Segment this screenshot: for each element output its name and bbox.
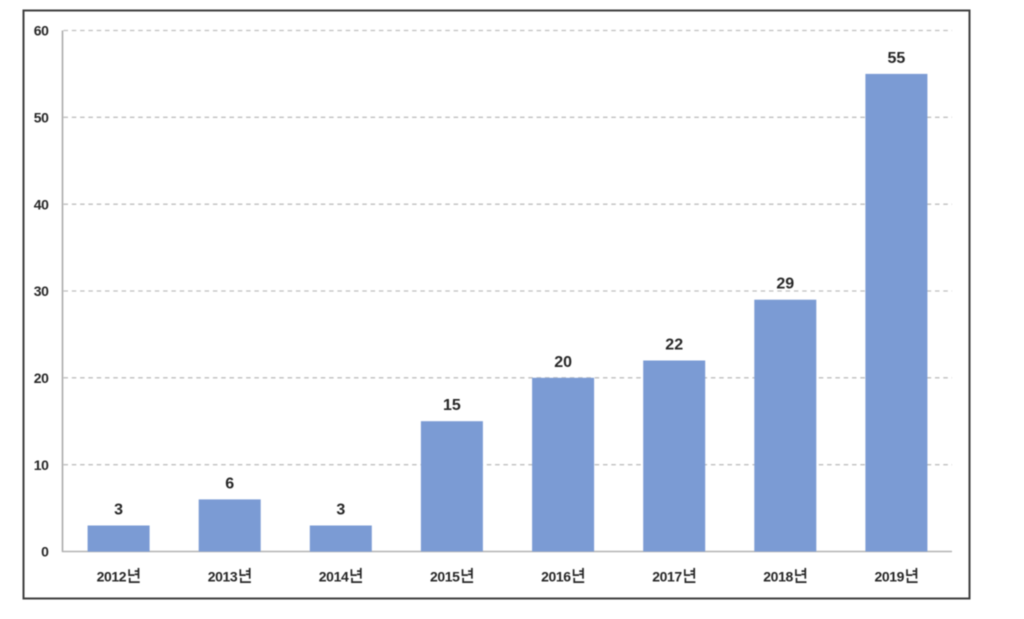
svg-text:2018: 2018 [763,569,793,585]
svg-text:15: 15 [443,397,461,414]
svg-text:3: 3 [336,502,345,519]
svg-text:20: 20 [34,370,49,386]
svg-text:20: 20 [554,354,572,371]
svg-text:22: 22 [665,337,683,354]
svg-text:2015: 2015 [430,569,460,585]
svg-text:2012: 2012 [97,569,127,585]
svg-text:50: 50 [34,110,49,126]
svg-text:3: 3 [114,502,123,519]
svg-text:6: 6 [225,475,234,492]
svg-text:2016: 2016 [541,569,571,585]
svg-text:10: 10 [34,457,49,473]
svg-text:30: 30 [34,283,49,299]
svg-text:2019: 2019 [875,569,905,585]
svg-text:29: 29 [776,276,794,293]
svg-text:2014: 2014 [319,569,349,585]
svg-text:60: 60 [34,23,49,39]
svg-text:2013: 2013 [208,569,238,585]
svg-text:2017: 2017 [652,569,682,585]
svg-text:0: 0 [41,544,49,560]
svg-text:40: 40 [34,196,49,212]
svg-text:55: 55 [888,50,906,67]
